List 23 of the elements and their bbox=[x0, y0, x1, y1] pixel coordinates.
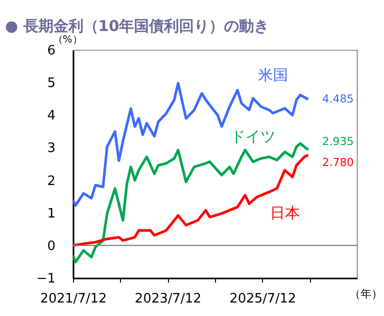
line-series bbox=[73, 142, 310, 264]
series-label: ドイツ bbox=[230, 128, 276, 146]
data-label: 4.485 bbox=[322, 92, 354, 106]
series-label: 米国 bbox=[258, 66, 288, 84]
x-axis-title: （年） bbox=[350, 288, 382, 300]
y-axis-title: （%） bbox=[52, 34, 82, 46]
y-tick-label: 4 bbox=[47, 108, 56, 124]
chart-title: ● 長期金利（10年国債利回り）の動き bbox=[5, 17, 270, 35]
y-tick-label: 2 bbox=[47, 174, 56, 189]
line-series bbox=[73, 154, 310, 247]
x-tick-label: 2021/7/12 bbox=[40, 292, 107, 306]
y-tick-label: 6 bbox=[47, 44, 56, 58]
y-tick-label: 1 bbox=[47, 206, 56, 222]
data-label: 2.780 bbox=[322, 156, 354, 169]
y-tick-label: −1 bbox=[36, 272, 56, 286]
y-tick-label: 0 bbox=[47, 238, 56, 254]
series-label: 日本 bbox=[270, 204, 300, 222]
data-label: 2.935 bbox=[322, 134, 354, 148]
line-series bbox=[73, 82, 310, 207]
x-tick-label: 2025/7/12 bbox=[230, 292, 296, 306]
y-tick-label: 3 bbox=[47, 141, 56, 156]
x-tick-label: 2023/7/12 bbox=[134, 292, 202, 306]
y-tick-label: 5 bbox=[47, 76, 56, 92]
